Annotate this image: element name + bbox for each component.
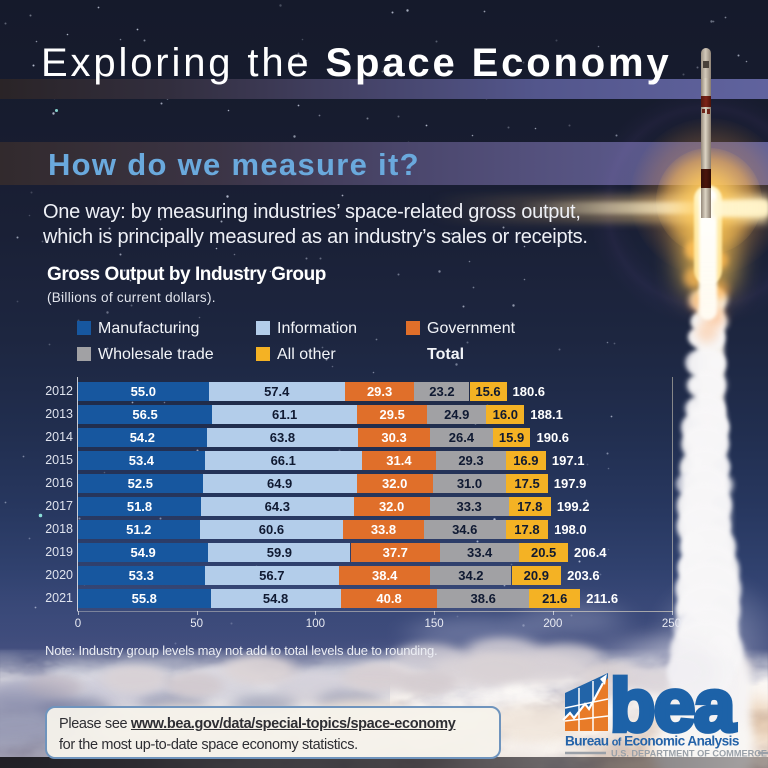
svg-text:Bureau of Economic Analysis: Bureau of Economic Analysis [565,734,739,749]
svg-text:bea: bea [610,664,736,747]
svg-text:U.S. DEPARTMENT OF COMMERCE: U.S. DEPARTMENT OF COMMERCE [611,749,767,759]
